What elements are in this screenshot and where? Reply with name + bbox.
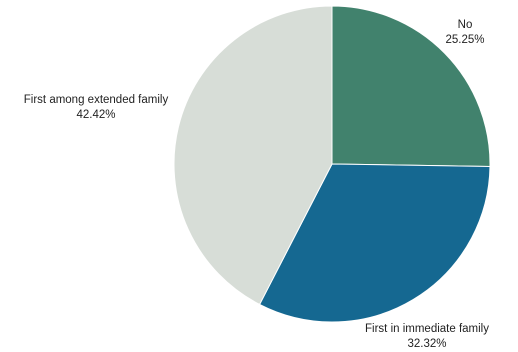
slice-value-label: 32.32% bbox=[407, 338, 446, 350]
pie-slice-first-in-immediate-family bbox=[258, 163, 491, 323]
pie-slice-no bbox=[331, 5, 491, 168]
pie-labels: No 25.25% First in immediate family 32.32% F… bbox=[24, 19, 489, 350]
pie-slice-first-among-extended-family bbox=[173, 5, 333, 306]
slice-label: No bbox=[458, 19, 473, 31]
slice-value-label: 25.25% bbox=[445, 34, 484, 46]
pie-slices bbox=[173, 5, 491, 323]
slice-value-label: 42.42% bbox=[76, 109, 115, 121]
slice-label: First in immediate family bbox=[365, 323, 489, 335]
slice-label: First among extended family bbox=[24, 94, 169, 106]
